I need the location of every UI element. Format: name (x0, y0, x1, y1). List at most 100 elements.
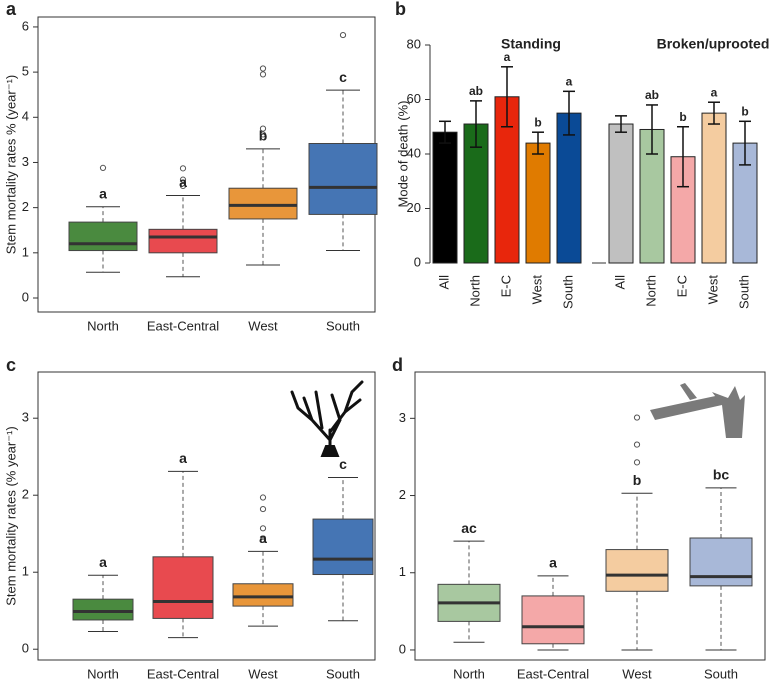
y-tick-label: 0 (414, 254, 421, 269)
bar (701, 112, 727, 264)
plot-frame (37, 371, 376, 661)
outlier (99, 164, 107, 171)
outlier (633, 414, 641, 421)
significance-letter: a (259, 530, 267, 546)
outlier (259, 125, 267, 132)
y-tick-label: 0 (22, 641, 29, 656)
significance-letter: ac (461, 520, 477, 536)
significance-letter: a (179, 450, 187, 466)
x-tick-label: East-Central (147, 666, 219, 681)
outlier (633, 459, 641, 466)
y-axis-title: Stem mortality rates (% year⁻¹) (3, 426, 18, 606)
x-tick-label: East-Central (517, 666, 589, 681)
outlier (179, 182, 187, 190)
outlier (339, 31, 347, 39)
significance-letter: a (99, 554, 107, 570)
y-tick-label: 40 (407, 145, 421, 160)
plot-frame (414, 371, 766, 661)
significance-letter: a (504, 50, 511, 64)
box (72, 598, 134, 621)
significance-letter: a (549, 555, 557, 571)
box (521, 595, 585, 645)
significance-letter: a (566, 74, 573, 88)
significance-letter: b (259, 128, 268, 144)
y-tick-label: 0 (22, 289, 29, 304)
x-tick-label: South (326, 318, 360, 333)
x-tick-label: South (560, 275, 575, 309)
y-tick-label: 3 (22, 154, 29, 169)
broken-tree-icon (650, 383, 745, 438)
box (152, 556, 214, 619)
outlier (259, 131, 267, 138)
y-tick-label: 1 (399, 564, 406, 579)
box (308, 142, 378, 215)
box (68, 221, 138, 252)
box (689, 537, 753, 587)
x-tick-label: North (467, 275, 482, 307)
outlier (259, 525, 267, 532)
group-label: Standing (501, 36, 561, 52)
x-tick-label: South (326, 666, 360, 681)
panel-label: c (6, 355, 16, 375)
bar (608, 123, 634, 264)
y-tick-label: 2 (399, 487, 406, 502)
significance-letter: a (99, 185, 107, 201)
x-tick-label: All (612, 275, 627, 290)
y-tick-label: 2 (22, 487, 29, 502)
x-tick-label: West (529, 275, 544, 305)
y-tick-label: 5 (22, 64, 29, 79)
box (228, 187, 298, 220)
outlier (179, 176, 187, 183)
box (148, 228, 218, 254)
y-axis-title: Mode of death (%) (395, 101, 410, 208)
y-tick-label: 6 (22, 18, 29, 33)
x-tick-label: E-C (498, 275, 513, 297)
outlier (259, 536, 267, 543)
outlier (179, 165, 187, 172)
bar (432, 131, 458, 264)
outlier (259, 505, 267, 513)
x-tick-label: West (248, 318, 278, 333)
box (312, 518, 374, 576)
outlier (259, 65, 267, 72)
y-tick-label: 60 (407, 91, 421, 106)
x-tick-label: South (704, 666, 738, 681)
box (605, 549, 669, 592)
x-tick-label: North (643, 275, 658, 307)
group-label: Broken/uprooted (657, 36, 770, 52)
significance-letter: c (339, 69, 347, 85)
significance-letter: b (741, 104, 748, 118)
significance-letter: a (179, 174, 187, 190)
y-tick-label: 2 (22, 199, 29, 214)
significance-letter: b (633, 472, 642, 488)
y-tick-label: 80 (407, 36, 421, 51)
outlier (633, 441, 641, 448)
outlier (259, 494, 267, 501)
y-tick-label: 3 (399, 410, 406, 425)
y-tick-label: 4 (22, 109, 29, 124)
y-tick-label: 1 (22, 564, 29, 579)
bar (525, 142, 551, 264)
panel-label: d (392, 355, 403, 375)
significance-letter: c (339, 456, 347, 472)
significance-letter: bc (713, 467, 730, 483)
x-tick-label: North (87, 666, 119, 681)
x-tick-label: All (436, 275, 451, 290)
significance-letter: ab (645, 88, 659, 102)
x-tick-label: E-C (674, 275, 689, 297)
x-tick-label: North (453, 666, 485, 681)
panel-label: b (395, 0, 406, 19)
y-tick-label: 20 (407, 200, 421, 215)
x-tick-label: West (622, 666, 652, 681)
y-axis-title: Stem mortality rates % (year⁻¹) (3, 75, 18, 255)
y-tick-label: 0 (399, 641, 406, 656)
tree-icon (290, 380, 364, 457)
significance-letter: ab (469, 84, 483, 98)
panel-label: a (6, 0, 17, 19)
x-tick-label: South (736, 275, 751, 309)
x-tick-label: North (87, 318, 119, 333)
x-tick-label: West (248, 666, 278, 681)
x-tick-label: West (705, 275, 720, 305)
